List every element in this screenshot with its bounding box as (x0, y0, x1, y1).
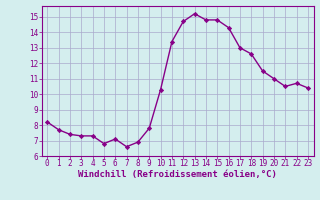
X-axis label: Windchill (Refroidissement éolien,°C): Windchill (Refroidissement éolien,°C) (78, 170, 277, 179)
